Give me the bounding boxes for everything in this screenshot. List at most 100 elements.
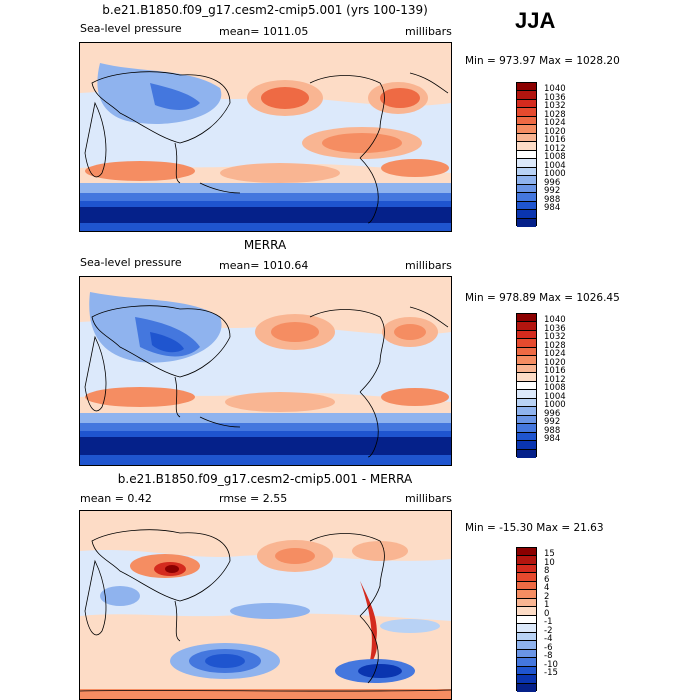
colorbar-tick-label: 1032	[544, 332, 566, 343]
colorbar-tick-label: 1004	[544, 160, 566, 171]
colorbar-swatch	[517, 167, 536, 177]
panel-3-title: b.e21.B1850.f09_g17.cesm2-cmip5.001 - ME…	[117, 472, 413, 486]
colorbar-tick-label: 2	[544, 591, 550, 602]
colorbar-tick-label: 1024	[544, 349, 566, 360]
colorbar-swatch	[517, 356, 536, 365]
colorbar-swatch	[517, 330, 536, 340]
colorbar-tick-label: 1004	[544, 391, 566, 402]
colorbar-tick-label: -6	[544, 642, 553, 653]
colorbar-tick-label: 1040	[544, 84, 566, 95]
colorbar-swatch	[517, 364, 536, 374]
colorbar-tick-label: 992	[544, 186, 561, 197]
colorbar-swatch	[517, 607, 536, 616]
colorbar-tick-label: 1032	[544, 101, 566, 112]
colorbar-swatch	[517, 573, 536, 582]
panel-1-title: b.e21.B1850.f09_g17.cesm2-cmip5.001 (yrs…	[102, 3, 428, 17]
colorbar-swatch	[517, 184, 536, 194]
colorbar-swatch	[517, 449, 536, 458]
colorbar-swatch	[517, 347, 536, 357]
colorbar-swatch	[517, 641, 536, 650]
colorbar-swatch	[517, 564, 536, 574]
colorbar-swatch	[517, 598, 536, 608]
colorbar-tick-label: 0	[544, 608, 550, 619]
colorbar-tick-label: -15	[544, 668, 558, 679]
colorbar-tick-label: 1	[544, 600, 550, 611]
panel-1-units-label: millibars	[405, 25, 452, 38]
panel-2-units-label: millibars	[405, 259, 452, 272]
colorbar-tick-label: 984	[544, 203, 561, 214]
colorbar-tick-label: 1000	[544, 169, 566, 180]
panel-3-rmse-label: rmse = 2.55	[219, 492, 288, 505]
colorbar-swatch	[517, 649, 536, 659]
colorbar-swatch	[517, 339, 536, 348]
colorbar-tick-label: 1012	[544, 143, 566, 154]
panel-1-map	[79, 42, 452, 232]
colorbar-swatch	[517, 142, 536, 151]
colorbar-tick-label: -4	[544, 634, 553, 645]
colorbar-tick-label: 4	[544, 583, 550, 594]
panel-2-title: MERRA	[243, 238, 287, 252]
colorbar-tick-label: 1020	[544, 126, 566, 137]
colorbar-swatch	[517, 218, 536, 227]
colorbar-swatch	[517, 373, 536, 382]
colorbar-swatch	[517, 556, 536, 565]
colorbar-swatch	[517, 581, 536, 591]
colorbar-tick-label: 6	[544, 574, 550, 585]
colorbar-tick-label: 1016	[544, 366, 566, 377]
colorbar-swatch	[517, 548, 536, 557]
panel-2-mean-label: mean= 1010.64	[219, 259, 309, 272]
colorbar-swatch	[517, 615, 536, 625]
colorbar-swatch	[517, 150, 536, 160]
colorbar-swatch	[517, 125, 536, 134]
colorbar-tick-label: 1020	[544, 357, 566, 368]
panel-2-minmax: Min = 978.89 Max = 1026.45	[465, 292, 620, 304]
panel-3-mean-label: mean = 0.42	[80, 492, 152, 505]
panel-1-mean-label: mean= 1011.05	[219, 25, 309, 38]
colorbar-tick-label: 1024	[544, 118, 566, 129]
panel-1-minmax: Min = 973.97 Max = 1028.20	[465, 55, 620, 67]
colorbar-swatch	[517, 658, 536, 667]
colorbar-swatch	[517, 675, 536, 684]
colorbar-swatch	[517, 314, 536, 323]
colorbar-swatch	[517, 176, 536, 185]
colorbar-tick-label: -10	[544, 659, 558, 670]
colorbar-tick-label: 988	[544, 425, 561, 436]
colorbar-tick-label: 1036	[544, 92, 566, 103]
colorbar-tick-label: -1	[544, 617, 553, 628]
colorbar-tick-label: 1008	[544, 152, 566, 163]
colorbar-swatch	[517, 83, 536, 92]
colorbar-swatch	[517, 116, 536, 126]
colorbar-swatch	[517, 424, 536, 433]
colorbar-tick-label: 996	[544, 177, 561, 188]
colorbar-tick-label: -2	[544, 625, 553, 636]
colorbar-swatch	[517, 322, 536, 331]
panel-3-minmax: Min = -15.30 Max = 21.63	[465, 522, 604, 534]
colorbar-tick-label: 1000	[544, 400, 566, 411]
panel-1-colorbar	[516, 82, 537, 227]
colorbar-tick-label: 984	[544, 434, 561, 445]
colorbar-swatch	[517, 666, 536, 676]
season-label: JJA	[515, 8, 556, 33]
colorbar-swatch	[517, 390, 536, 399]
panel-3-units-label: millibars	[405, 492, 452, 505]
colorbar-swatch	[517, 210, 536, 219]
colorbar-swatch	[517, 441, 536, 450]
panel-3-colorbar	[516, 547, 537, 692]
colorbar-swatch	[517, 91, 536, 100]
colorbar-swatch	[517, 624, 536, 633]
colorbar-swatch	[517, 99, 536, 109]
colorbar-swatch	[517, 381, 536, 391]
colorbar-tick-label: 1016	[544, 135, 566, 146]
colorbar-swatch	[517, 133, 536, 143]
panel-2-colorbar	[516, 313, 537, 458]
colorbar-swatch	[517, 193, 536, 202]
panel-2-variable-label: Sea-level pressure	[80, 256, 182, 269]
colorbar-swatch	[517, 432, 536, 442]
colorbar-tick-label: 1012	[544, 374, 566, 385]
colorbar-swatch	[517, 415, 536, 425]
colorbar-swatch	[517, 398, 536, 408]
panel-2-map	[79, 276, 452, 466]
colorbar-swatch	[517, 632, 536, 642]
colorbar-swatch	[517, 683, 536, 692]
colorbar-tick-label: 1008	[544, 383, 566, 394]
